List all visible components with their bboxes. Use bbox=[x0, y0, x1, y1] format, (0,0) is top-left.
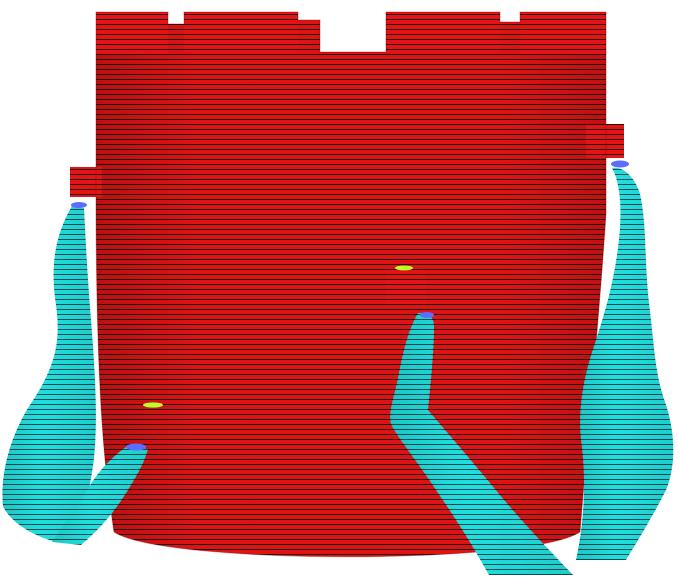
center-front-bracket bbox=[386, 268, 426, 306]
left-gap-marker bbox=[143, 402, 163, 408]
lower-left-contact-marker bbox=[126, 443, 146, 451]
center-gap-marker bbox=[395, 265, 413, 271]
left-contact-marker bbox=[71, 202, 87, 208]
left-support-shading bbox=[2, 206, 96, 542]
right-support-shading bbox=[576, 167, 674, 560]
castle-tower-model bbox=[70, 11, 624, 558]
battlement-center-left-block bbox=[184, 12, 298, 52]
center-contact-marker bbox=[420, 312, 434, 318]
tower-body-shading bbox=[96, 12, 606, 557]
right-side-bracket bbox=[586, 124, 624, 158]
battlement-center-right-block bbox=[386, 12, 500, 52]
battlement-left-block bbox=[96, 12, 168, 54]
center-support-shading bbox=[390, 312, 573, 575]
right-contact-marker bbox=[611, 160, 629, 168]
support-structures bbox=[2, 167, 674, 575]
small-lower-left-support-shading bbox=[52, 447, 148, 545]
battlement-right-block bbox=[520, 12, 606, 54]
left-side-bracket bbox=[70, 167, 102, 197]
support-contacts bbox=[71, 160, 629, 451]
